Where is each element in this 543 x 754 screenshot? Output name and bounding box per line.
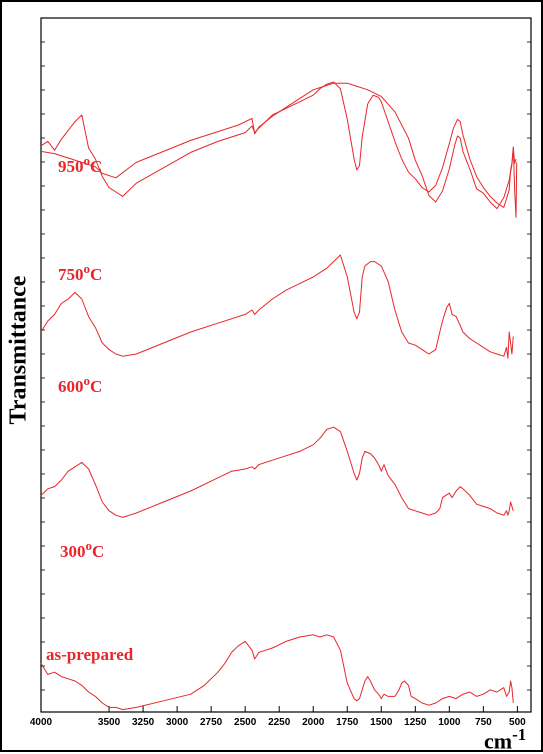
x-tick-label: 1750 xyxy=(336,717,359,728)
series-label-750-num: 750 xyxy=(58,265,84,284)
series-label-300-unit: C xyxy=(92,542,105,561)
series-line-4 xyxy=(40,634,514,711)
series-label-600-num: 600 xyxy=(58,377,84,396)
series-label-750-deg: o xyxy=(83,261,91,276)
x-tick-label: 2750 xyxy=(200,717,223,728)
series-label-750: 750oC xyxy=(58,261,102,285)
x-tick-label: 4000 xyxy=(30,717,53,728)
series-label-300-num: 300 xyxy=(60,542,86,561)
x-unit-base: cm xyxy=(484,728,513,754)
series-line-2 xyxy=(40,254,514,359)
x-tick-label: 1250 xyxy=(404,717,427,728)
y-axis-title: Transmittance xyxy=(5,275,32,425)
plot-area xyxy=(40,17,532,713)
series-line-3 xyxy=(40,426,514,518)
series-label-950-num: 950 xyxy=(58,157,84,176)
x-tick-label: 500 xyxy=(509,717,526,728)
x-tick-label: 3500 xyxy=(98,717,121,728)
x-tick-label: 750 xyxy=(475,717,492,728)
y-axis-ticks xyxy=(41,41,531,691)
x-tick-label: 1500 xyxy=(370,717,393,728)
series-label-as-prepared-text: as-prepared xyxy=(46,645,134,664)
x-tick-label: 2500 xyxy=(234,717,257,728)
y-axis-title-wrap: Transmittance xyxy=(4,0,34,752)
x-axis-ticks: 4000 3500 3250 3000 2750 2500 2250 2000 1750 1500… xyxy=(30,706,526,728)
series-label-950-deg: o xyxy=(83,153,91,168)
x-tick-label: 1000 xyxy=(438,717,461,728)
series-label-750-unit: C xyxy=(90,265,103,284)
spectra-lines xyxy=(40,81,518,711)
series-label-300-deg: o xyxy=(85,538,93,553)
series-label-950-unit: C xyxy=(90,157,103,176)
series-label-as-prepared: as-prepared xyxy=(46,645,133,665)
x-unit-exponent: -1 xyxy=(512,725,527,744)
x-tick-label: 2000 xyxy=(302,717,325,728)
series-label-300: 300oC xyxy=(60,538,104,562)
x-tick-label: 3250 xyxy=(132,717,155,728)
x-axis-unit: cm-1 xyxy=(484,725,526,754)
series-label-600: 600oC xyxy=(58,373,102,397)
series-label-950: 950oC xyxy=(58,153,102,177)
series-label-600-deg: o xyxy=(83,373,91,388)
x-tick-label: 2250 xyxy=(268,717,291,728)
x-tick-label: 3000 xyxy=(166,717,189,728)
series-line-1 xyxy=(40,81,517,208)
series-label-600-unit: C xyxy=(90,377,103,396)
series-line-0 xyxy=(40,82,518,218)
